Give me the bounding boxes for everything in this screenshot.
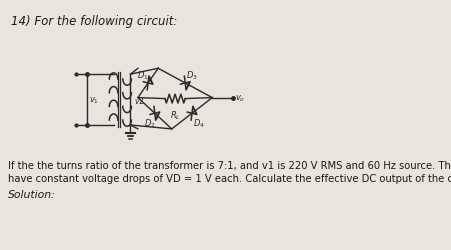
Text: $v_o$: $v_o$ — [234, 93, 244, 104]
Text: have constant voltage drops of VD = 1 V each. Calculate the effective DC output : have constant voltage drops of VD = 1 V … — [8, 173, 451, 183]
Text: Solution:: Solution: — [8, 189, 56, 199]
Text: $D_1$: $D_1$ — [137, 70, 148, 82]
Text: 14) For the following circuit:: 14) For the following circuit: — [11, 14, 177, 28]
Text: $D_2$: $D_2$ — [143, 117, 155, 130]
Text: $v_1$: $v_1$ — [89, 95, 99, 106]
Text: $R_L$: $R_L$ — [169, 109, 180, 122]
Text: $D_4$: $D_4$ — [193, 117, 204, 130]
Text: $v2$: $v2$ — [133, 95, 144, 106]
Text: If the the turns ratio of the transformer is 7:1, and v1 is 220 V RMS and 60 Hz : If the the turns ratio of the transforme… — [8, 160, 451, 170]
Text: $D_3$: $D_3$ — [186, 70, 198, 82]
